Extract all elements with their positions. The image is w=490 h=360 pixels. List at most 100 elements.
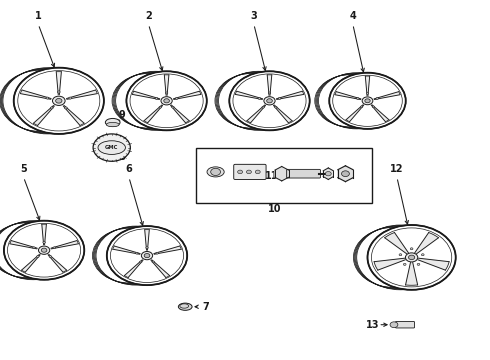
Circle shape	[65, 107, 67, 109]
Polygon shape	[406, 263, 417, 285]
Circle shape	[255, 170, 260, 174]
Circle shape	[267, 99, 272, 103]
Circle shape	[126, 71, 207, 130]
Polygon shape	[22, 90, 50, 99]
Circle shape	[172, 106, 174, 108]
Circle shape	[46, 97, 49, 99]
Polygon shape	[51, 241, 77, 249]
Circle shape	[41, 248, 47, 252]
Circle shape	[53, 247, 55, 249]
Polygon shape	[34, 106, 54, 125]
Polygon shape	[174, 91, 200, 99]
Polygon shape	[418, 258, 449, 270]
Circle shape	[161, 97, 172, 105]
Circle shape	[262, 106, 265, 108]
Circle shape	[342, 171, 349, 177]
Polygon shape	[11, 241, 37, 249]
Circle shape	[69, 97, 72, 99]
Circle shape	[52, 96, 65, 105]
Circle shape	[268, 92, 271, 94]
Circle shape	[49, 256, 51, 257]
Text: 4: 4	[349, 11, 356, 21]
Polygon shape	[133, 91, 159, 99]
Polygon shape	[56, 72, 61, 94]
Circle shape	[238, 170, 243, 174]
Text: 3: 3	[250, 11, 257, 21]
Circle shape	[144, 253, 150, 258]
Text: 7: 7	[202, 302, 209, 312]
FancyBboxPatch shape	[395, 321, 415, 328]
Text: 2: 2	[145, 11, 152, 21]
Polygon shape	[274, 105, 292, 122]
Polygon shape	[277, 91, 303, 99]
Circle shape	[175, 98, 178, 99]
Ellipse shape	[207, 167, 224, 177]
Ellipse shape	[98, 141, 125, 154]
Polygon shape	[366, 77, 369, 95]
Circle shape	[367, 93, 368, 94]
Circle shape	[362, 97, 373, 105]
Polygon shape	[385, 233, 408, 253]
Circle shape	[50, 107, 53, 109]
Polygon shape	[64, 106, 83, 125]
Circle shape	[368, 225, 456, 290]
Polygon shape	[164, 76, 169, 95]
Circle shape	[211, 168, 220, 176]
Circle shape	[365, 99, 370, 103]
Circle shape	[33, 247, 35, 249]
Polygon shape	[338, 166, 353, 182]
Circle shape	[155, 98, 158, 99]
Circle shape	[399, 254, 402, 256]
Circle shape	[56, 99, 62, 103]
Polygon shape	[415, 233, 439, 253]
Circle shape	[258, 98, 261, 99]
Polygon shape	[371, 105, 389, 121]
Polygon shape	[275, 166, 289, 181]
Text: 8: 8	[118, 152, 125, 162]
Polygon shape	[247, 105, 265, 122]
Circle shape	[410, 248, 413, 250]
Circle shape	[164, 99, 170, 103]
Polygon shape	[151, 260, 169, 277]
Bar	[196, 148, 372, 203]
Polygon shape	[154, 246, 180, 254]
Circle shape	[274, 106, 277, 108]
Circle shape	[142, 252, 152, 260]
Polygon shape	[374, 92, 399, 99]
Text: GMC: GMC	[105, 145, 119, 150]
Circle shape	[43, 242, 46, 243]
Circle shape	[325, 172, 331, 176]
Circle shape	[403, 264, 406, 265]
Polygon shape	[42, 225, 47, 244]
Polygon shape	[267, 76, 272, 95]
Text: 6: 6	[125, 164, 132, 174]
Polygon shape	[125, 260, 143, 277]
Polygon shape	[145, 105, 162, 122]
Circle shape	[421, 254, 424, 256]
Circle shape	[409, 255, 415, 260]
Circle shape	[417, 264, 420, 265]
FancyBboxPatch shape	[234, 164, 266, 180]
Circle shape	[93, 134, 130, 161]
Circle shape	[229, 71, 310, 130]
Text: 13: 13	[366, 320, 379, 330]
Circle shape	[246, 170, 251, 174]
Circle shape	[152, 261, 154, 263]
Circle shape	[14, 68, 104, 134]
Ellipse shape	[105, 118, 120, 126]
Circle shape	[357, 98, 359, 99]
Circle shape	[37, 256, 39, 257]
Circle shape	[372, 106, 375, 108]
Circle shape	[159, 106, 162, 108]
Text: 12: 12	[390, 164, 404, 174]
Circle shape	[360, 106, 363, 108]
FancyBboxPatch shape	[287, 170, 320, 178]
Circle shape	[146, 247, 148, 249]
Polygon shape	[336, 92, 361, 99]
Polygon shape	[49, 255, 66, 271]
Text: 10: 10	[268, 204, 281, 214]
Polygon shape	[346, 105, 364, 121]
Text: 1: 1	[35, 11, 42, 21]
Circle shape	[107, 226, 187, 285]
Circle shape	[405, 253, 418, 262]
